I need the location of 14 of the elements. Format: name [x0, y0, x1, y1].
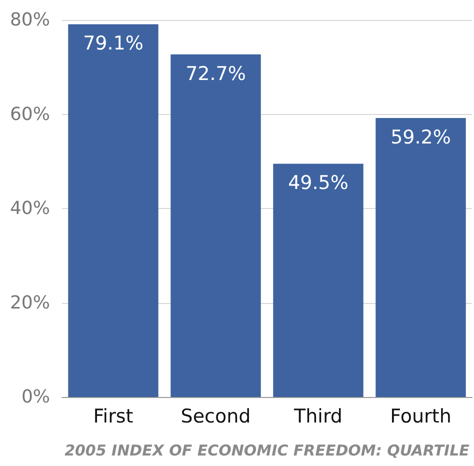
x-tick-label: Second [180, 406, 251, 428]
data-label: 59.2% [390, 126, 451, 149]
data-label: 79.1% [83, 32, 144, 55]
x-axis-title: 2005 INDEX OF ECONOMIC FREEDOM: QUARTILE [64, 442, 470, 460]
y-tick-label: 60% [10, 104, 50, 125]
y-tick-label: 0% [21, 386, 50, 408]
y-tick-label: 20% [10, 292, 50, 314]
y-tick-label: 80% [10, 10, 50, 30]
y-tick-label: 40% [10, 198, 50, 219]
data-label: 49.5% [288, 172, 348, 194]
x-tick-label: Fourth [390, 406, 452, 428]
x-tick-label: Third [293, 406, 342, 428]
x-tick-label: First [93, 406, 134, 428]
data-label: 72.7% [186, 62, 246, 85]
